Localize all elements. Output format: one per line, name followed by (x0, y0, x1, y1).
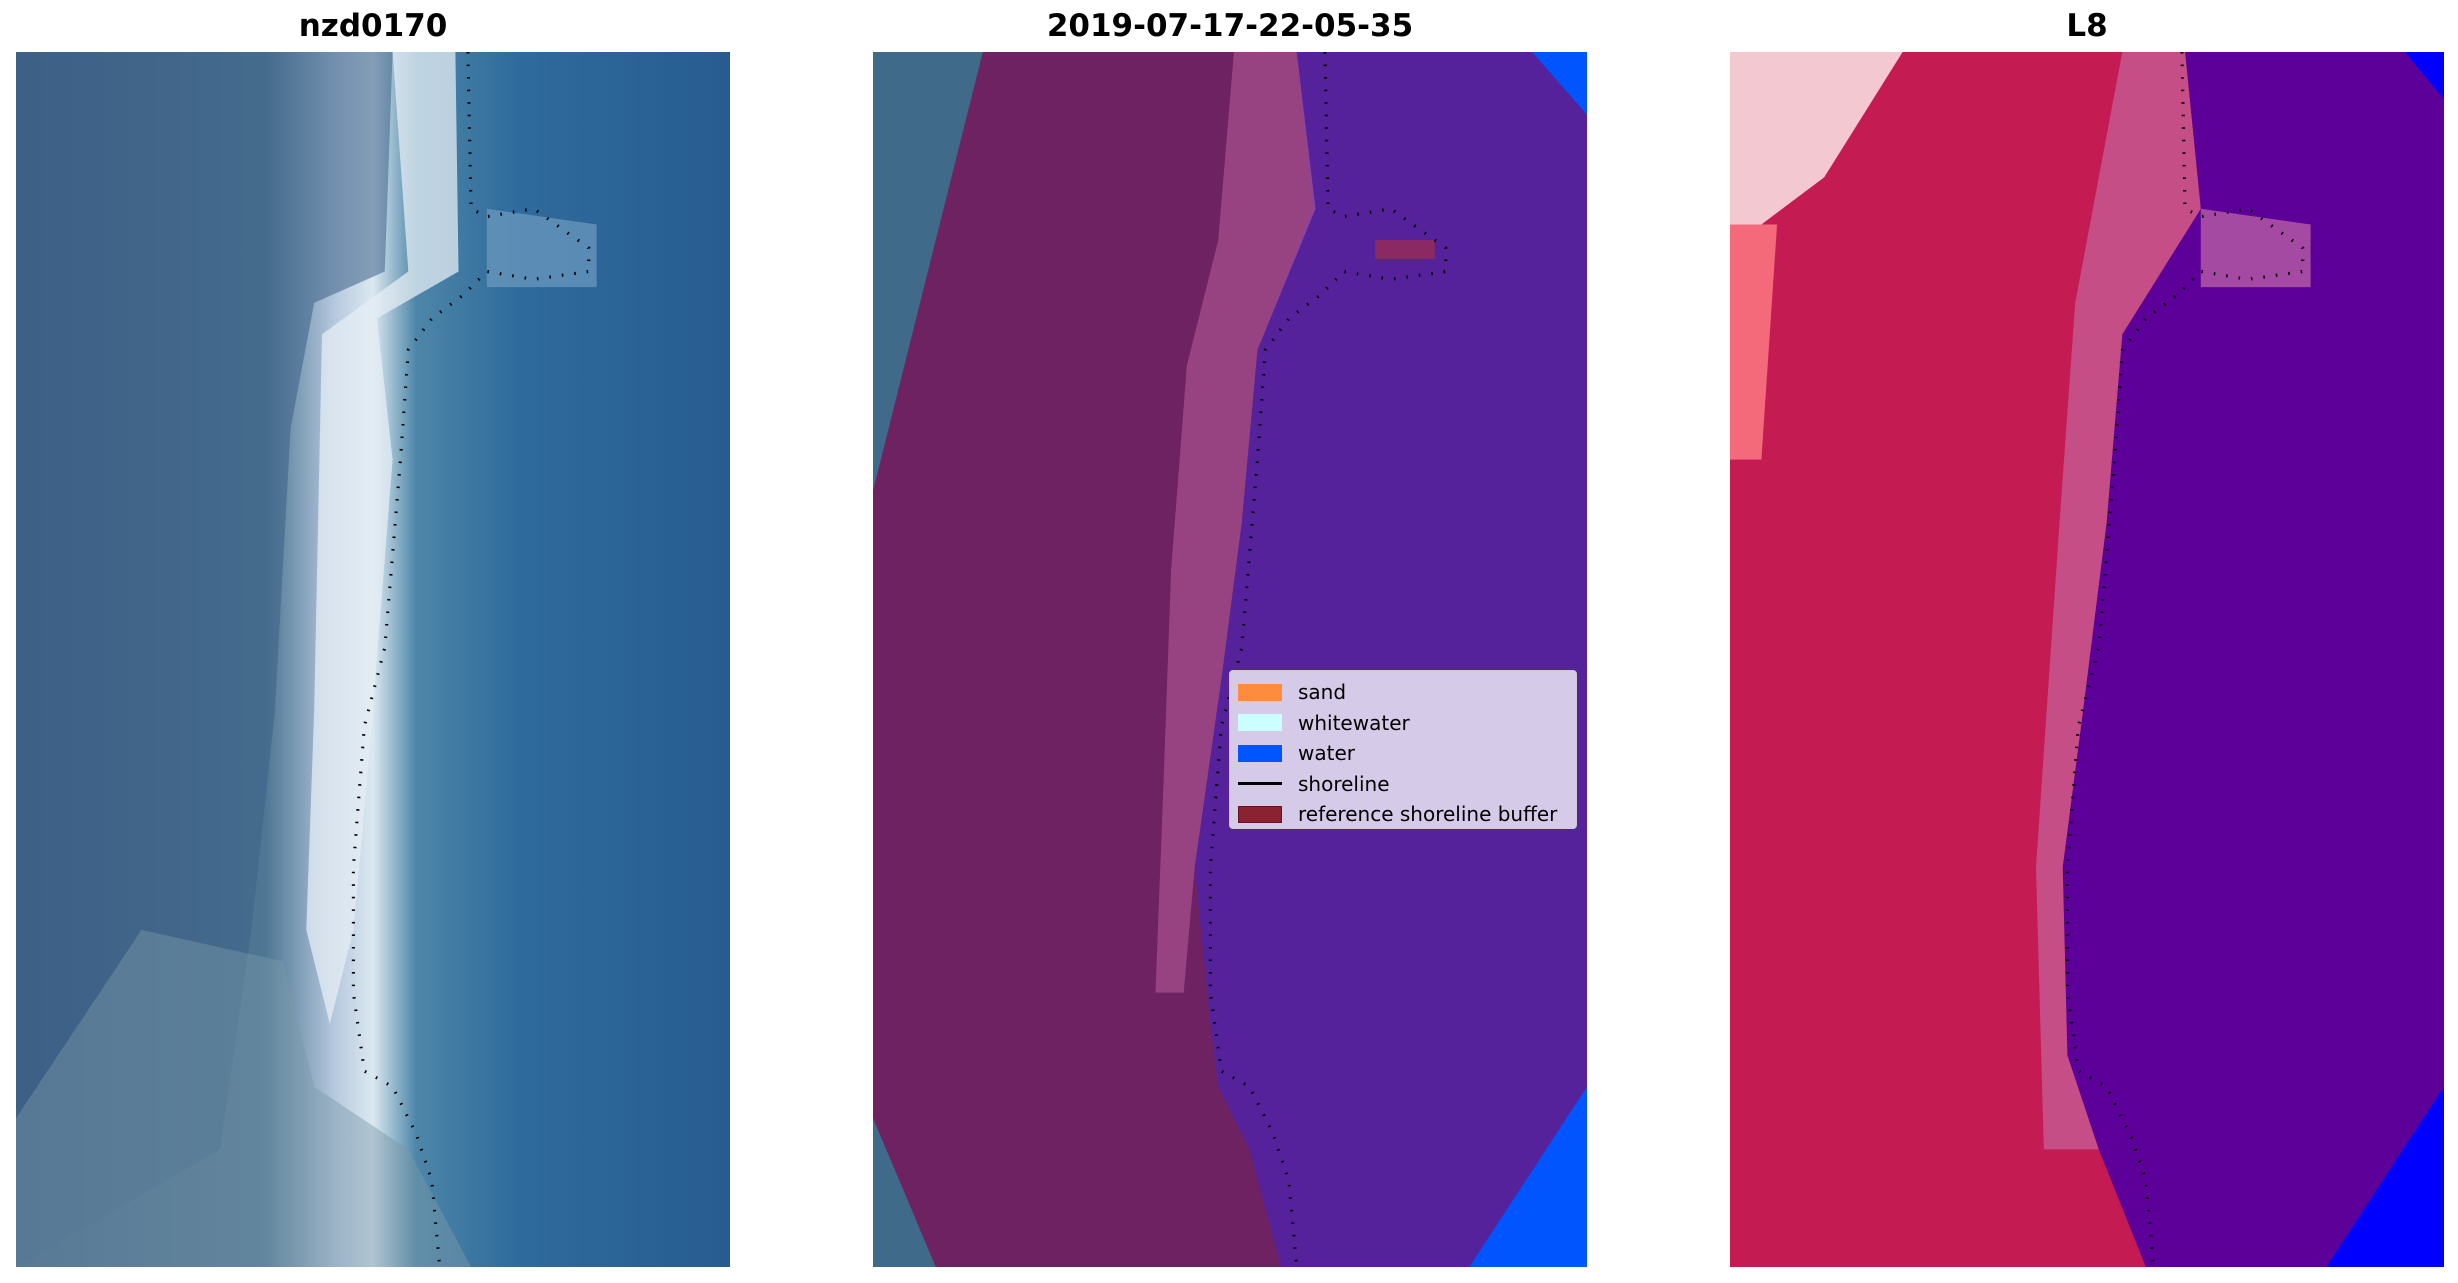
index-panel (1730, 52, 2444, 1267)
legend-item-sand: sand (1238, 677, 1568, 708)
panel-title-index: L8 (2066, 8, 2108, 44)
legend-label: water (1298, 741, 1355, 766)
legend-item-whitewater: whitewater (1238, 708, 1568, 739)
rgb-image-panel (16, 52, 730, 1267)
legend-label: sand (1298, 680, 1347, 705)
legend-label: whitewater (1298, 710, 1410, 735)
shoreline-swatch (1238, 782, 1282, 786)
classification-panel (873, 52, 1587, 1267)
legend: sand whitewater water shoreline referenc… (1229, 670, 1577, 829)
legend-item-reference-buffer: reference shoreline buffer (1238, 799, 1568, 830)
panel-title-rgb: nzd0170 (298, 8, 448, 44)
buffer-swatch (1238, 805, 1282, 823)
legend-item-water: water (1238, 738, 1568, 769)
water-swatch (1238, 744, 1282, 762)
legend-label: reference shoreline buffer (1298, 802, 1558, 827)
panel-title-classification: 2019-07-17-22-05-35 (1046, 8, 1414, 44)
legend-item-shoreline: shoreline (1238, 769, 1568, 800)
whitewater-swatch (1238, 714, 1282, 732)
shoreline (1208, 52, 1448, 1267)
shoreline (351, 52, 591, 1267)
shoreline (2065, 52, 2305, 1267)
legend-label: shoreline (1298, 771, 1390, 796)
sand-swatch (1238, 683, 1282, 701)
